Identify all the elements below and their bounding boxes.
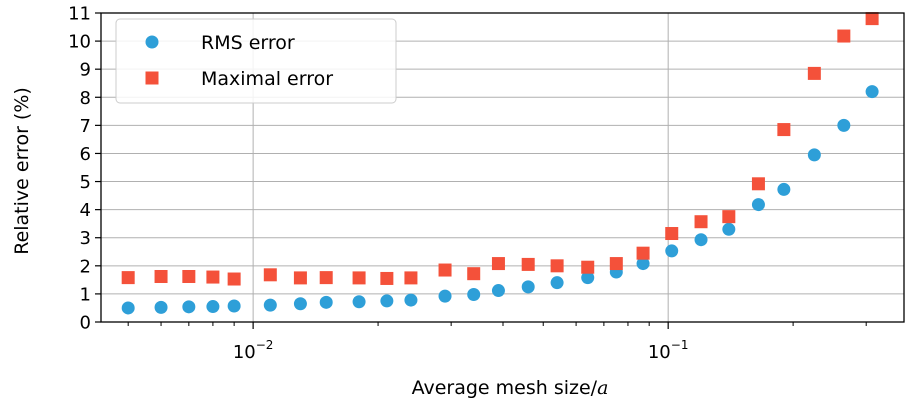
data-point [319,295,333,309]
data-point [609,257,623,271]
data-point [751,198,765,212]
y-tick-label: 7 [80,116,91,137]
x-axis-label-text: Average mesh size/ [412,377,598,399]
legend-label: RMS error [201,32,295,54]
data-point [550,276,564,290]
data-point [352,295,366,309]
data-point [751,177,765,191]
data-point [293,271,307,285]
y-tick-label: 11 [68,4,91,25]
data-point [182,269,196,283]
data-point [206,270,220,284]
data-point [837,29,851,43]
x-tick-label: 10−2 [233,338,274,363]
data-point [722,222,736,236]
data-point [438,289,452,303]
data-point [665,227,679,241]
data-point [467,267,481,281]
y-tick-label: 5 [80,172,91,193]
data-point [777,123,791,137]
y-tick-label: 9 [80,60,91,81]
data-point [182,300,196,314]
data-point [581,271,595,285]
series-rms-error [121,85,879,315]
data-point [227,272,241,286]
data-point [380,271,394,285]
y-tick-label: 4 [80,200,91,221]
data-point [777,182,791,196]
y-tick-label: 2 [80,256,91,277]
plot-frame [100,12,905,323]
data-point [206,300,220,314]
data-point [227,299,241,313]
data-point [521,257,535,271]
data-point [636,246,650,260]
y-axis-ticks: 0 1 2 3 4 5 6 7 8 9 10 11 [68,4,101,334]
data-point [837,118,851,132]
data-point [491,284,505,298]
data-point [491,257,505,271]
data-point [665,244,679,258]
data-point [121,271,135,285]
data-point [694,233,708,247]
data-point [293,297,307,311]
data-point [438,263,452,277]
y-axis-label: Relative error (%) [11,87,33,255]
data-point [865,12,879,26]
data-point [404,271,418,285]
x-axis-ticks: 10−2 10−1 [127,322,867,363]
y-tick-label: 6 [80,144,91,165]
data-point [154,269,168,283]
data-point [467,287,481,301]
data-point [263,268,277,282]
x-tick-label: 10−1 [648,338,689,363]
data-point [521,280,535,294]
x-axis-label: Average mesh size/a [412,377,609,399]
data-point [154,300,168,314]
y-tick-label: 1 [80,284,91,305]
data-point [550,259,564,273]
data-point [121,301,135,315]
data-point [807,148,821,162]
series-maximal-error [121,12,879,286]
legend-box [115,18,397,104]
x-axis-label-math: a [597,377,608,399]
y-tick-label: 0 [80,313,91,334]
legend-label: Maximal error [201,68,333,90]
legend-marker [145,71,159,85]
data-point [722,210,736,224]
data-point [263,298,277,312]
data-point [352,271,366,285]
data-point [807,66,821,80]
legend: RMS error Maximal error [115,18,397,104]
data-point [636,257,650,271]
data-point [694,215,708,229]
data-point [581,260,595,274]
data-point [404,293,418,307]
data-points [121,12,879,315]
legend-marker [145,35,159,49]
data-point [319,271,333,285]
y-tick-label: 8 [80,88,91,109]
y-tick-label: 10 [68,32,91,53]
data-point [380,294,394,308]
data-point [865,85,879,99]
y-tick-label: 3 [80,228,91,249]
